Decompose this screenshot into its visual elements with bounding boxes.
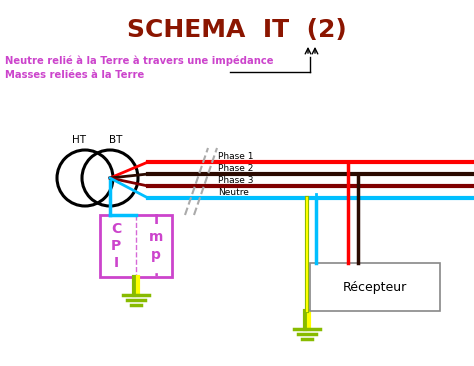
Text: I
m
p
.: I m p .	[149, 213, 163, 279]
Text: SCHEMA  IT  (2): SCHEMA IT (2)	[127, 18, 347, 42]
Bar	[100, 215, 172, 277]
Text: C
P
I: C P I	[111, 222, 121, 270]
Text: BT: BT	[109, 135, 123, 145]
Text: Neutre: Neutre	[218, 188, 249, 197]
Text: Phase 3: Phase 3	[218, 176, 254, 185]
Text: Récepteur: Récepteur	[343, 280, 407, 294]
Text: Phase 1: Phase 1	[218, 152, 254, 161]
Bar	[310, 263, 440, 311]
Text: Masses reliées à la Terre: Masses reliées à la Terre	[5, 70, 144, 80]
Text: Neutre relié à la Terre à travers une impédance: Neutre relié à la Terre à travers une im…	[5, 56, 273, 67]
Text: HT: HT	[72, 135, 86, 145]
Text: Phase 2: Phase 2	[218, 164, 254, 173]
